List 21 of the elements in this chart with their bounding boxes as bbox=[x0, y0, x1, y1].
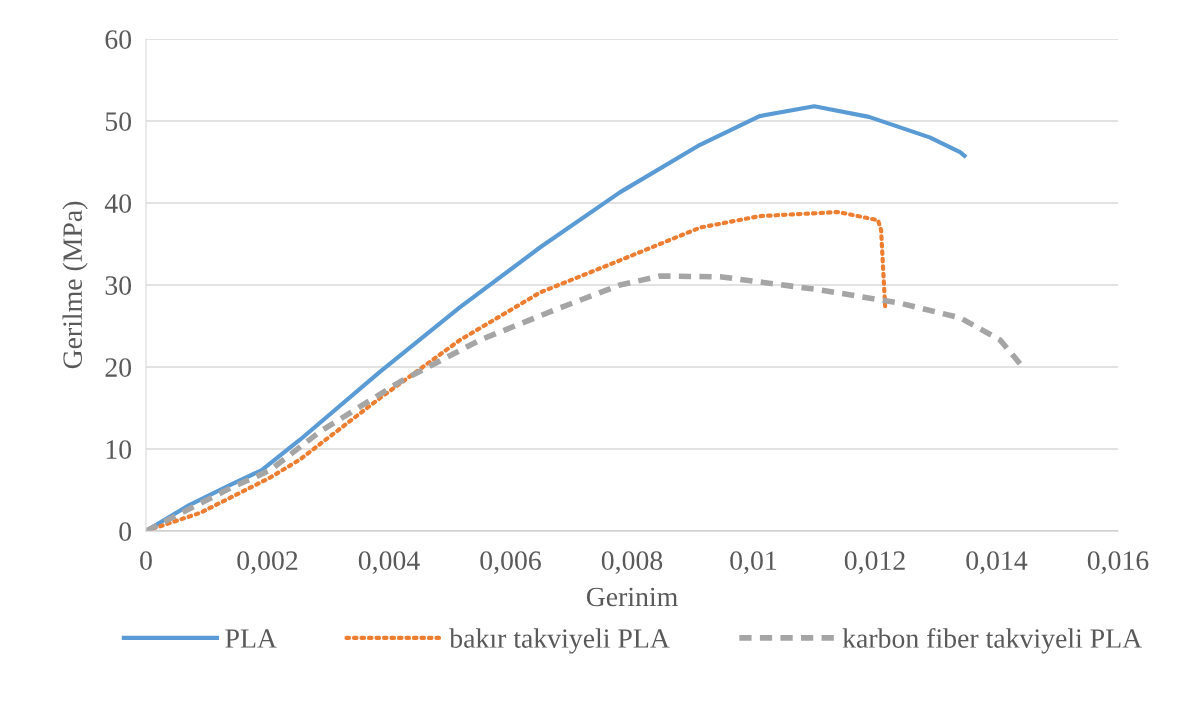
x-tick-label: 0,012 bbox=[844, 551, 905, 574]
y-tick-label: 60 bbox=[105, 30, 132, 49]
x-axis-title: Gerinim bbox=[586, 587, 678, 607]
y-tick-label: 40 bbox=[104, 194, 132, 213]
y-tick-label: 20 bbox=[105, 358, 132, 377]
x-tick-label: 0,014 bbox=[966, 551, 1028, 574]
y-tick-label: 30 bbox=[105, 276, 132, 295]
legend-label: karbon fiber takviyeli PLA bbox=[842, 628, 1142, 654]
legend-label: PLA bbox=[225, 629, 277, 648]
x-tick-label: 0 bbox=[140, 551, 152, 570]
x-tick-label: 0,002 bbox=[237, 551, 298, 574]
legend-label: bakır takviyeli PLA bbox=[449, 628, 670, 654]
y-tick-label: 50 bbox=[105, 112, 132, 131]
y-tick-label: 10 bbox=[106, 440, 132, 459]
x-tick-label: 0,004 bbox=[358, 551, 420, 574]
x-tick-label: 0,006 bbox=[480, 551, 541, 574]
x-tick-label: 0,01 bbox=[730, 551, 777, 574]
x-tick-label: 0,016 bbox=[1087, 551, 1149, 574]
y-axis-title: Gerilme (MPa) bbox=[62, 201, 88, 369]
x-tick-label: 0,008 bbox=[601, 551, 663, 574]
y-tick-label: 0 bbox=[119, 522, 132, 541]
